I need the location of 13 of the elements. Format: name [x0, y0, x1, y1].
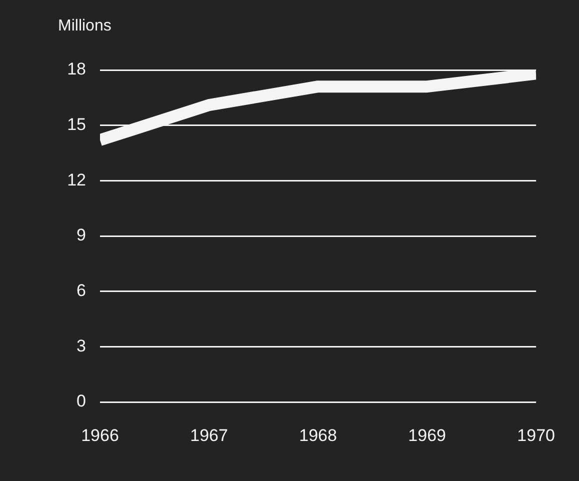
- y-tick-label: 9: [76, 226, 86, 245]
- y-tick-label: 6: [76, 281, 86, 300]
- y-axis-title: Millions: [58, 17, 112, 34]
- y-tick-label: 0: [76, 392, 86, 411]
- y-tick-label: 18: [67, 60, 86, 79]
- x-tick-label: 1966: [81, 426, 119, 445]
- x-tick-label: 1970: [517, 426, 556, 445]
- x-tick-label: 1968: [299, 426, 337, 445]
- y-tick-label: 3: [76, 336, 86, 356]
- x-tick-label: 1969: [408, 426, 446, 445]
- x-tick-label: 1967: [190, 426, 228, 445]
- y-tick-label: 12: [67, 170, 86, 190]
- y-tick-label: 15: [67, 115, 86, 134]
